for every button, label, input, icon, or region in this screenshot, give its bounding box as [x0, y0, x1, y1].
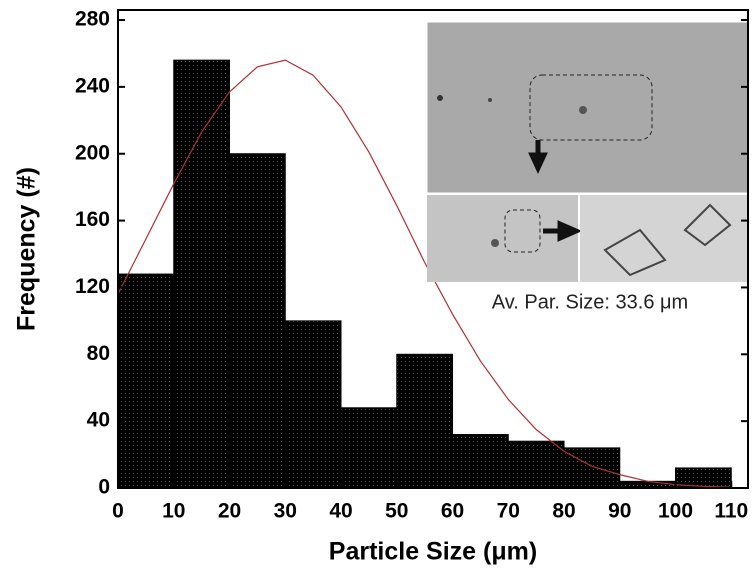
x-tick-label: 30 [274, 500, 297, 523]
x-tick-label: 40 [329, 500, 352, 523]
x-tick-label: 110 [714, 500, 748, 523]
x-tick-label: 50 [385, 500, 408, 523]
x-tick-label: 20 [218, 500, 241, 523]
y-tick-label: 160 [75, 208, 110, 231]
y-axis-title: Frequency (#) [13, 167, 41, 331]
chart: Av. Par. Size: 33.6 μm 04080120160200240… [0, 0, 756, 574]
x-tick-label: 100 [658, 500, 693, 523]
bar [620, 481, 676, 488]
y-tick-label: 0 [98, 476, 110, 499]
bar [397, 354, 453, 488]
particle [491, 239, 499, 247]
bar [118, 274, 174, 488]
x-tick-label: 0 [112, 500, 124, 523]
particle [437, 95, 443, 101]
x-tick-label: 60 [441, 500, 464, 523]
bar [174, 60, 230, 488]
bar [230, 154, 286, 488]
inset-photo [427, 22, 748, 193]
bar [341, 408, 397, 488]
inset-photos [427, 22, 748, 282]
y-tick-label: 120 [75, 275, 110, 298]
y-tick-label: 40 [87, 409, 110, 432]
bar [508, 441, 564, 488]
bar [285, 321, 341, 488]
particle [488, 98, 492, 102]
inset-photo [427, 195, 578, 282]
y-tick-label: 200 [75, 141, 110, 164]
x-tick-label: 70 [497, 500, 520, 523]
y-tick-label: 80 [87, 342, 110, 365]
x-tick-label: 90 [608, 500, 631, 523]
x-axis-title: Particle Size (μm) [329, 538, 537, 566]
bar [564, 448, 620, 488]
y-tick-label: 280 [75, 8, 110, 31]
annotation: Av. Par. Size: 33.6 μm [492, 291, 688, 313]
x-tick-label: 10 [162, 500, 185, 523]
bar [453, 435, 509, 488]
inset-photo [580, 195, 748, 282]
particle [579, 106, 587, 114]
x-tick-label: 80 [552, 500, 575, 523]
y-tick-label: 240 [75, 74, 110, 97]
